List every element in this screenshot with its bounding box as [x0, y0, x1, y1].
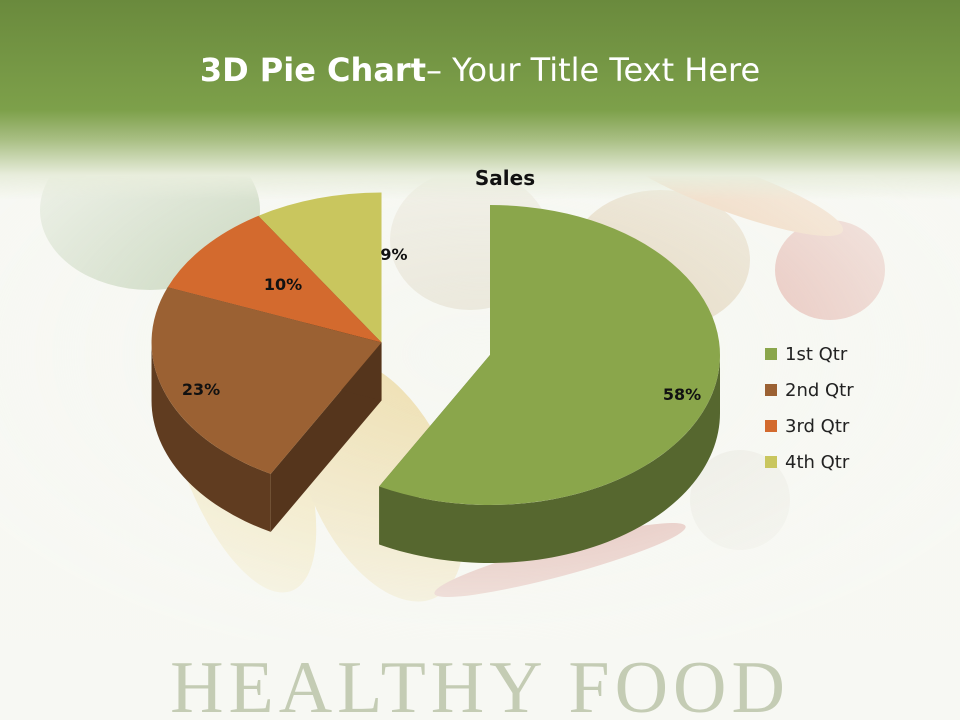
pie-slice-wall-2nd-qtr: [151, 342, 271, 532]
legend-item-2nd-qtr: 2nd Qtr: [765, 372, 905, 408]
pie-slice-top-4th-qtr: [258, 192, 382, 343]
pie-slice-1st-qtr: [379, 205, 720, 563]
pie-slice-2nd-qtr: [151, 287, 382, 532]
legend-swatch-3rd-qtr: [765, 420, 777, 432]
pie-slice-top-1st-qtr: [379, 205, 720, 505]
legend-item-1st-qtr: 1st Qtr: [765, 336, 905, 372]
legend-swatch-4th-qtr: [765, 456, 777, 468]
data-label-2nd-qtr: 23%: [182, 380, 220, 399]
data-label-1st-qtr: 58%: [663, 385, 701, 404]
pie-slice-top-2nd-qtr: [151, 287, 382, 474]
data-label-3rd-qtr: 10%: [264, 275, 302, 294]
pie-slice-top-3rd-qtr: [167, 215, 382, 343]
header-band: [0, 0, 960, 200]
legend-label-3rd-qtr: 3rd Qtr: [785, 415, 850, 437]
chart-legend: 1st Qtr 2nd Qtr 3rd Qtr 4th Qtr: [765, 336, 905, 480]
footer-text: HEALTHY FOOD: [170, 647, 790, 720]
legend-swatch-1st-qtr: [765, 348, 777, 360]
slide-title-bold: 3D Pie Chart: [199, 51, 426, 89]
chart-title: Sales: [474, 166, 536, 190]
legend-label-1st-qtr: 1st Qtr: [785, 343, 848, 365]
legend-item-4th-qtr: 4th Qtr: [765, 444, 905, 480]
slide-title: 3D Pie Chart– Your Title Text Here: [0, 48, 960, 92]
pie-slice-wall-1st-qtr: [379, 355, 720, 563]
slide-title-rest: – Your Title Text Here: [425, 51, 761, 89]
legend-swatch-2nd-qtr: [765, 384, 777, 396]
legend-item-3rd-qtr: 3rd Qtr: [765, 408, 905, 444]
legend-label-2nd-qtr: 2nd Qtr: [785, 379, 854, 401]
legend-label-4th-qtr: 4th Qtr: [785, 451, 850, 473]
data-label-4th-qtr: 9%: [380, 245, 407, 264]
